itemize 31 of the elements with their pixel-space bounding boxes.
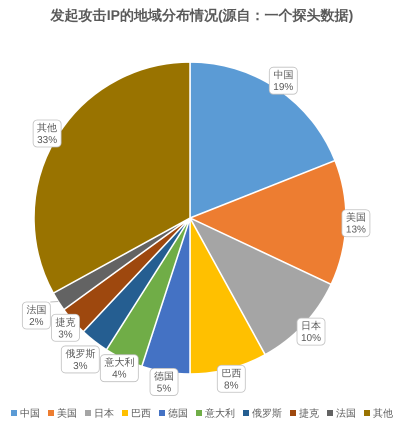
slice-label: 意大利 xyxy=(103,356,134,369)
legend-label: 捷克 xyxy=(299,408,319,420)
legend-label: 其他 xyxy=(373,408,393,420)
data-label: 4% xyxy=(112,370,127,381)
legend-label: 中国 xyxy=(20,408,40,420)
legend-label: 美国 xyxy=(57,408,77,420)
legend-label: 法国 xyxy=(336,408,356,420)
data-label: 33% xyxy=(37,135,58,146)
slice-label: 巴西 xyxy=(221,368,242,380)
legend-label: 意大利 xyxy=(204,408,235,420)
data-label: 13% xyxy=(346,224,366,236)
slice-label: 中国 xyxy=(273,69,294,82)
chart-title: 发起攻击IP的地域分布情况(源自：一个探头数据) xyxy=(50,7,354,23)
legend-label: 德国 xyxy=(168,408,188,420)
slice-label: 其他 xyxy=(37,122,58,134)
legend-label: 巴西 xyxy=(131,408,151,420)
data-label: 8% xyxy=(224,380,239,392)
data-label: 19% xyxy=(273,82,294,94)
data-label: 2% xyxy=(29,317,44,328)
data-label: 3% xyxy=(58,329,73,340)
slice-label: 捷克 xyxy=(55,316,76,328)
slice-label: 德国 xyxy=(154,371,174,382)
data-label: 5% xyxy=(156,383,172,394)
data-label: 10% xyxy=(301,333,322,344)
data-label: 3% xyxy=(73,360,88,372)
legend-label: 俄罗斯 xyxy=(252,408,282,420)
slice-label: 美国 xyxy=(346,212,366,224)
legend-label: 日本 xyxy=(94,408,114,420)
slice-label: 俄罗斯 xyxy=(65,348,96,360)
slice-label: 日本 xyxy=(301,320,322,332)
slice-label: 法国 xyxy=(26,304,46,316)
